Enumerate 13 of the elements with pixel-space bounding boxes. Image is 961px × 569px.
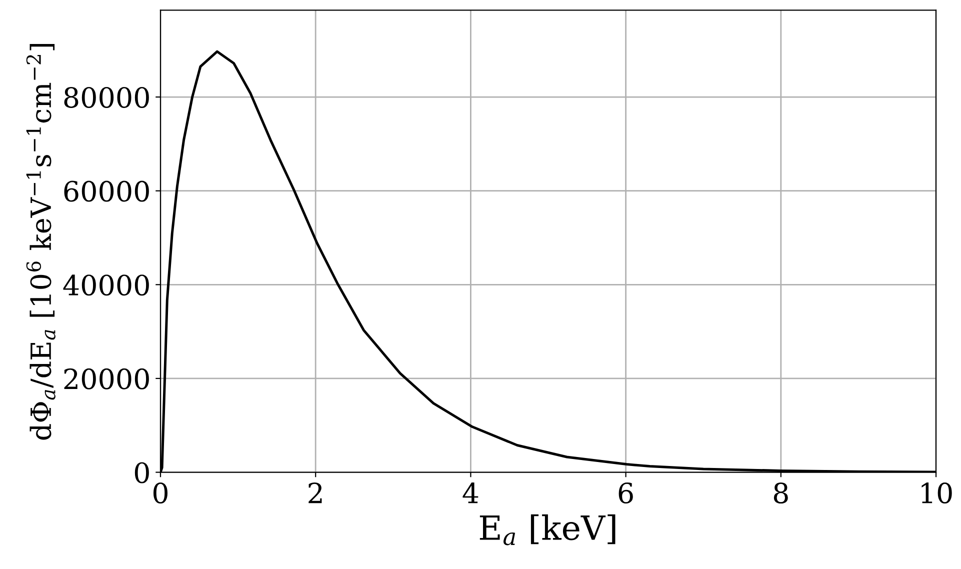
x-tick-label: 10	[922, 482, 952, 504]
x-tick-label: 0	[153, 482, 168, 504]
y-tick-label: 20000	[64, 368, 149, 390]
x-tick-label: 8	[774, 482, 788, 504]
y-tick-label: 80000	[64, 86, 149, 108]
x-tick-label: 6	[618, 482, 633, 504]
text: dΦ$_{a}$/dE$_{a}$ [10$^{6}$ keV$^{−1}$s$^{−1}$cm$^{−2}$]	[26, 44, 56, 440]
x-tick-label: 2	[308, 482, 322, 504]
x-tick-label: 4	[462, 482, 478, 504]
x-axis-title: E$_{a}$ [keV]	[480, 514, 616, 546]
y-tick-label: 40000	[63, 274, 149, 296]
y-tick-label: 0	[134, 462, 149, 484]
y-tick-label: 60000	[64, 180, 149, 202]
